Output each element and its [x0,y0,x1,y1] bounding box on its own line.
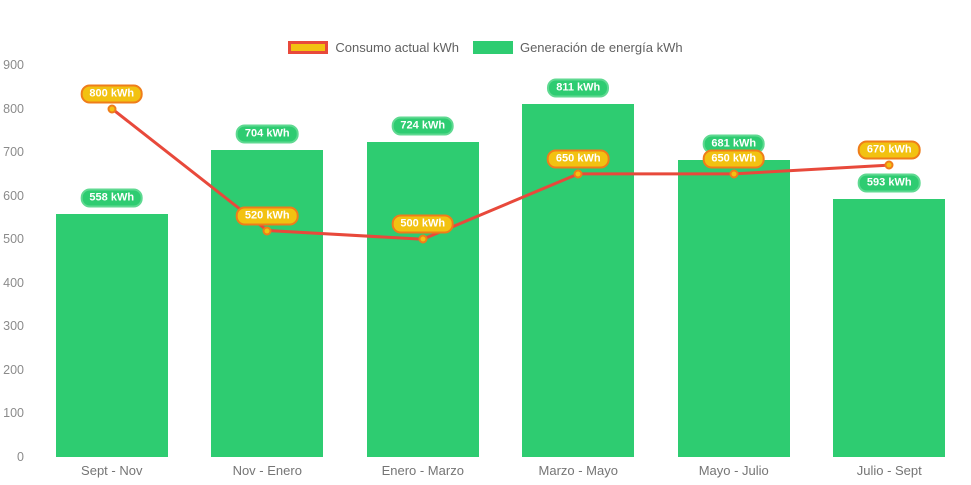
y-axis-tick-label: 300 [3,319,24,334]
legend-item-generacion-energia[interactable]: Generación de energía kWh [472,40,683,55]
legend-label-generacion-energia: Generación de energía kWh [519,40,683,55]
consumption-value-label: 520 kWh [235,206,299,225]
consumption-point-julio-sept[interactable] [884,160,894,170]
x-axis-label-marzo-mayo: Marzo - Mayo [538,463,618,478]
generacion-energia-legend-swatch-icon [472,41,513,54]
x-axis-label-sept-nov: Sept - Nov [81,463,143,478]
consumption-value-label: 800 kWh [80,84,144,104]
chart-legend: Consumo actual kWh Generación de energía… [0,40,971,55]
x-axis-label-nov-enero: Nov - Enero [232,463,302,478]
y-axis-tick-label: 800 [3,101,24,116]
consumption-point-nov-enero[interactable] [262,226,272,235]
x-axis-label-julio-sept: Julio - Sept [856,463,922,478]
generation-value-label: 593 kWh [857,173,921,193]
consumption-point-marzo-mayo[interactable] [573,169,583,179]
consumption-point-mayo-julio[interactable] [729,169,739,179]
consumo-actual-legend-swatch-icon [288,41,329,54]
y-axis-tick-label: 700 [3,145,24,160]
generation-bar-nov-enero[interactable] [211,150,324,457]
y-axis-tick-label: 500 [3,232,24,247]
consumption-value-label: 650 kWh [546,149,610,169]
legend-label-consumo-actual: Consumo actual kWh [335,40,459,55]
y-axis-tick-label: 600 [3,188,24,203]
y-axis-tick-label: 200 [3,362,24,377]
legend-item-consumo-actual[interactable]: Consumo actual kWh [288,40,459,55]
generation-value-label: 811 kWh [547,78,610,98]
x-axis-label-mayo-julio: Mayo - Julio [698,463,769,478]
generation-bar-mayo-julio[interactable] [677,160,790,457]
consumption-value-label: 500 kWh [391,214,455,234]
generation-bar-enero-marzo[interactable] [366,141,479,457]
y-axis-tick-label: 0 [17,450,24,464]
generation-bar-julio-sept[interactable] [833,198,946,457]
y-axis-tick-label: 900 [3,58,24,72]
generation-value-label: 724 kWh [391,116,455,136]
x-axis-label-enero-marzo: Enero - Marzo [381,463,464,478]
generation-value-label: 558 kWh [80,188,144,208]
consumption-point-sept-nov[interactable] [107,104,117,114]
y-axis-tick-label: 400 [3,275,24,290]
consumption-value-label: 670 kWh [857,140,921,160]
consumption-value-label: 650 kWh [702,149,766,169]
y-axis-tick-label: 100 [3,406,24,421]
generation-value-label: 704 kWh [235,124,299,144]
consumption-point-enero-marzo[interactable] [418,234,428,244]
generation-bar-sept-nov[interactable] [55,213,168,457]
